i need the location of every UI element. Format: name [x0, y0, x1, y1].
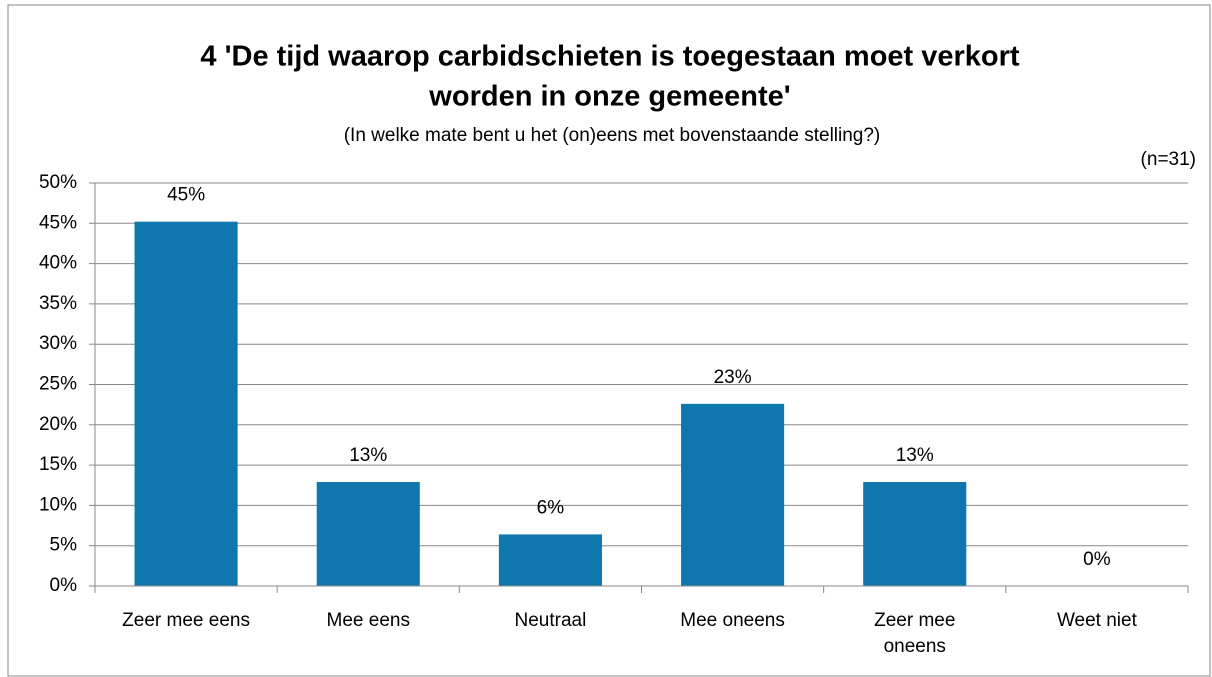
- chart-subtitle: (In welke mate bent u het (on)eens met b…: [344, 125, 881, 146]
- x-tick-label: Zeer mee eens: [122, 610, 250, 631]
- value-label: 45%: [167, 185, 205, 206]
- annotation: (n=31): [1141, 149, 1196, 170]
- x-tick-label: Zeer mee oneens: [874, 610, 956, 657]
- bar: [681, 403, 785, 586]
- y-tick-label: 40%: [39, 253, 77, 274]
- y-tick-label: 5%: [50, 535, 78, 556]
- y-tick-label: 0%: [50, 575, 78, 596]
- x-tick-label: Neutraal: [514, 610, 587, 631]
- chart-frame: [7, 4, 1211, 677]
- chart-title: worden in onze gemeente': [428, 81, 790, 113]
- value-label: 13%: [349, 445, 387, 466]
- chart-title: 4 'De tijd waarop carbidschieten is toeg…: [200, 41, 1019, 73]
- y-tick-label: 25%: [39, 374, 77, 395]
- x-tick-label: Mee eens: [326, 610, 410, 631]
- value-label: 0%: [1083, 549, 1111, 570]
- y-tick-label: 30%: [39, 333, 77, 354]
- y-tick-label: 10%: [39, 494, 77, 515]
- x-tick-label: Weet niet: [1056, 610, 1137, 631]
- y-tick-label: 45%: [39, 212, 77, 233]
- bar: [498, 534, 602, 586]
- x-tick-label: Mee oneens: [680, 610, 785, 631]
- value-label: 13%: [896, 445, 934, 466]
- bar: [316, 482, 420, 586]
- value-label: 23%: [714, 367, 752, 388]
- bar: [863, 482, 967, 586]
- y-tick-label: 20%: [39, 414, 77, 435]
- y-tick-label: 15%: [39, 454, 77, 475]
- y-tick-label: 50%: [39, 172, 77, 193]
- y-tick-label: 35%: [39, 293, 77, 314]
- bar: [134, 221, 238, 587]
- value-label: 6%: [537, 497, 565, 518]
